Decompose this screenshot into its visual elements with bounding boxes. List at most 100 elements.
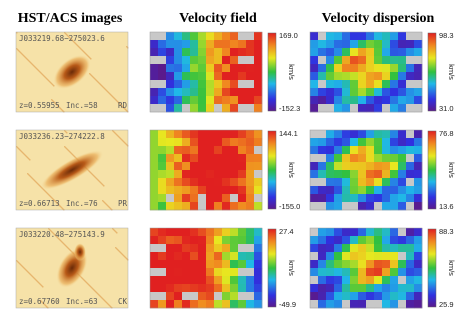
map-pixel [254, 276, 263, 285]
noise [92, 288, 94, 290]
map-pixel [334, 32, 343, 41]
map-pixel [398, 96, 407, 105]
noise [78, 46, 80, 48]
map-pixel [238, 186, 247, 195]
noise [36, 68, 38, 70]
map-pixel [198, 276, 207, 285]
noise [124, 142, 126, 144]
map-pixel [406, 268, 415, 277]
map-pixel [206, 186, 215, 195]
noise [93, 175, 95, 177]
noise [65, 131, 67, 133]
map-pixel [198, 292, 207, 301]
noise [37, 69, 39, 71]
column-header: Velocity field [179, 11, 257, 26]
map-pixel [374, 162, 383, 171]
map-pixel [182, 228, 191, 237]
map-pixel [358, 138, 367, 147]
map-pixel [238, 64, 247, 73]
map-pixel [230, 228, 239, 237]
map-pixel [254, 162, 263, 171]
noise [45, 305, 47, 307]
map-pixel [214, 48, 223, 57]
map-pixel [374, 186, 383, 195]
map-pixel [214, 138, 223, 147]
map-pixel [190, 300, 199, 309]
map-pixel [366, 80, 375, 89]
map-pixel [406, 228, 415, 237]
map-pixel [230, 186, 239, 195]
noise [73, 155, 75, 157]
map-pixel [310, 154, 319, 163]
map-pixel [382, 72, 391, 81]
map-pixel [390, 56, 399, 65]
map-pixel [230, 260, 239, 269]
map-pixel [182, 96, 191, 105]
noise [31, 63, 33, 65]
map-pixel [398, 48, 407, 57]
noise [96, 292, 98, 294]
map-pixel [310, 252, 319, 261]
map-pixel [238, 202, 247, 211]
map-pixel [342, 284, 351, 293]
noise [22, 266, 24, 268]
map-pixel [238, 284, 247, 293]
map-pixel [222, 48, 231, 57]
map-pixel [174, 88, 183, 97]
map-pixel [406, 32, 415, 41]
map-pixel [198, 178, 207, 187]
map-pixel [206, 244, 215, 253]
map-pixel [374, 236, 383, 245]
noise [26, 58, 28, 60]
map-pixel [198, 260, 207, 269]
noise [86, 54, 88, 56]
map-pixel [358, 48, 367, 57]
noise [68, 248, 70, 250]
map-pixel [150, 252, 159, 261]
noise [48, 80, 50, 82]
map-pixel [350, 292, 359, 301]
map-pixel [310, 130, 319, 139]
noise [41, 301, 43, 303]
colorbar [427, 32, 437, 112]
noise [39, 185, 41, 187]
map-pixel [182, 48, 191, 57]
noise [74, 42, 76, 44]
map-pixel [174, 96, 183, 105]
map-pixel [214, 252, 223, 261]
map-pixel [414, 236, 423, 245]
map-pixel [246, 252, 255, 261]
map-pixel [222, 56, 231, 65]
map-pixel [374, 268, 383, 277]
noise [20, 150, 22, 152]
map-pixel [174, 300, 183, 309]
noise [117, 249, 119, 251]
map-pixel [342, 72, 351, 81]
galaxy-clump [74, 243, 86, 261]
map-pixel [318, 202, 327, 211]
map-pixel [230, 88, 239, 97]
map-pixel [350, 236, 359, 245]
noise [126, 144, 128, 146]
map-pixel [334, 56, 343, 65]
map-pixel [334, 72, 343, 81]
noise [59, 239, 61, 241]
map-pixel [342, 96, 351, 105]
map-pixel [254, 194, 263, 203]
map-pixel [310, 72, 319, 81]
map-pixel [222, 40, 231, 49]
map-pixel [150, 202, 159, 211]
map-pixel [366, 252, 375, 261]
map-pixel [382, 146, 391, 155]
noise [117, 101, 119, 103]
map-pixel [214, 32, 223, 41]
noise [69, 151, 71, 153]
map-pixel [198, 88, 207, 97]
noise [81, 277, 83, 279]
map-pixel [310, 138, 319, 147]
map-pixel [414, 154, 423, 163]
map-pixel [150, 56, 159, 65]
map-pixel [342, 48, 351, 57]
map-pixel [414, 292, 423, 301]
map-pixel [254, 170, 263, 179]
